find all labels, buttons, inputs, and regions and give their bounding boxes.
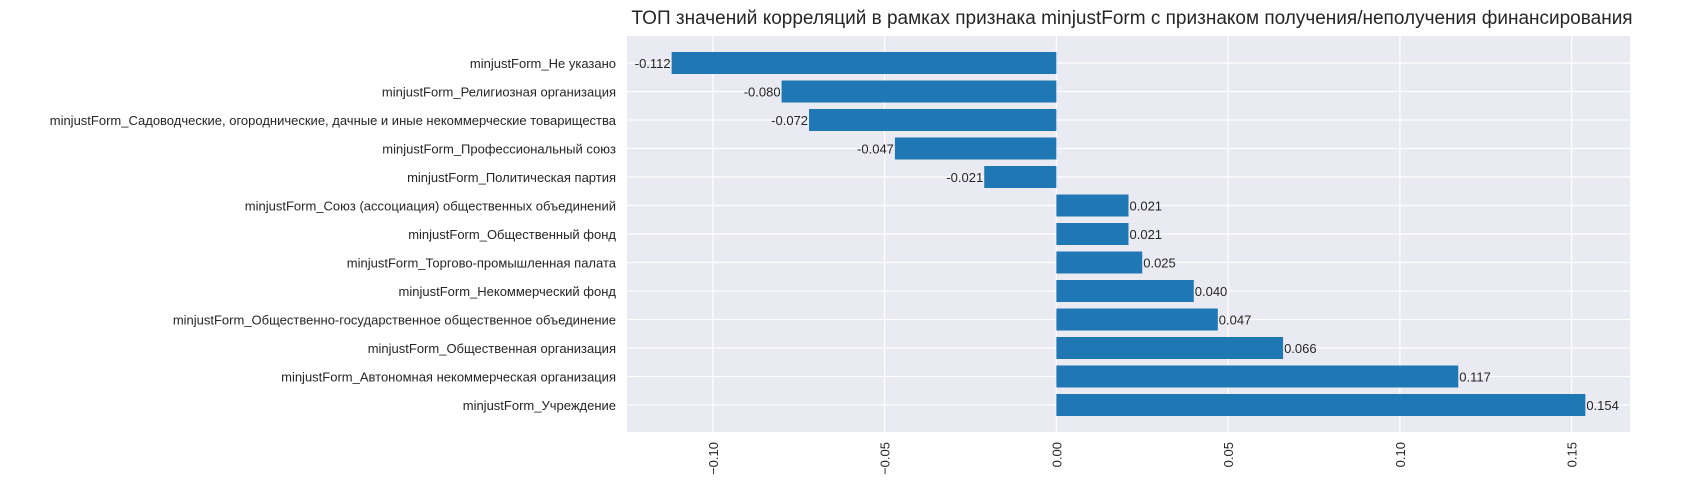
bar-value-label: -0.080: [744, 85, 781, 100]
bar: [1056, 223, 1129, 245]
y-tick-label: minjustForm_Автономная некоммерческая ор…: [281, 370, 616, 385]
y-tick-labels: minjustForm_Не указано minjustForm_Религи…: [50, 56, 617, 413]
y-tick-label: minjustForm_Общественный фонд: [408, 227, 616, 242]
y-tick-label: minjustForm_Общественная организация: [368, 341, 616, 356]
bar: [1056, 337, 1284, 359]
bar-value-label: 0.117: [1459, 370, 1491, 385]
bar: [1056, 194, 1129, 217]
bar: [1056, 280, 1194, 302]
y-tick-label: minjustForm_Профессиональный союз: [382, 142, 616, 157]
bar: [1056, 251, 1143, 274]
bar-value-label: 0.021: [1130, 199, 1163, 214]
bar: [894, 137, 1057, 160]
bar: [809, 109, 1057, 131]
bar-value-label: -0.112: [635, 56, 671, 71]
y-tick-label: minjustForm_Некоммерческий фонд: [399, 284, 617, 299]
bar: [781, 80, 1057, 103]
y-tick-label: minjustForm_Учреждение: [463, 398, 616, 413]
bar: [1056, 308, 1218, 331]
bar-value-label: 0.040: [1195, 284, 1228, 299]
bar-value-label: 0.047: [1219, 313, 1252, 328]
y-tick-label: minjustForm_Политическая партия: [407, 170, 616, 185]
y-tick-label: minjustForm_Общественно-государственное …: [173, 313, 616, 328]
bar: [984, 166, 1057, 188]
x-tick-label: −0.05: [878, 442, 893, 475]
x-tick-labels: −0.10 −0.05 0.00 0.05 0.10 0.15: [706, 442, 1580, 475]
bar: [1056, 394, 1586, 416]
chart-title: ТОП значений корреляций в рамках признак…: [631, 8, 1632, 29]
x-tick-label: 0.10: [1393, 442, 1408, 467]
bar-value-label: 0.066: [1284, 341, 1317, 356]
y-tick-label: minjustForm_Союз (ассоциация) общественн…: [245, 199, 616, 214]
y-tick-label: minjustForm_Религиозная организация: [382, 85, 616, 100]
x-tick-label: 0.15: [1565, 442, 1580, 467]
y-tick-label: minjustForm_Садоводческие, огороднически…: [50, 113, 617, 128]
bar-value-label: -0.047: [857, 142, 894, 157]
bar-value-label: 0.154: [1586, 398, 1619, 413]
bar: [1056, 365, 1459, 388]
x-tick-label: 0.05: [1221, 442, 1236, 467]
bar-value-label: 0.025: [1143, 256, 1176, 271]
bar-value-label: 0.021: [1130, 227, 1163, 242]
bar: [671, 52, 1057, 74]
x-tick-label: −0.10: [706, 442, 721, 475]
bars: [671, 52, 1586, 416]
bar-value-label: -0.072: [771, 113, 808, 128]
y-tick-label: minjustForm_Торгово-промышленная палата: [347, 256, 617, 271]
y-tick-label: minjustForm_Не указано: [470, 56, 616, 71]
bar-value-label: -0.021: [946, 170, 983, 185]
value-labels: -0.112 -0.080 -0.072 -0.047 -0.021 0.021 0.021…: [635, 56, 1619, 413]
x-tick-label: 0.00: [1049, 442, 1064, 467]
